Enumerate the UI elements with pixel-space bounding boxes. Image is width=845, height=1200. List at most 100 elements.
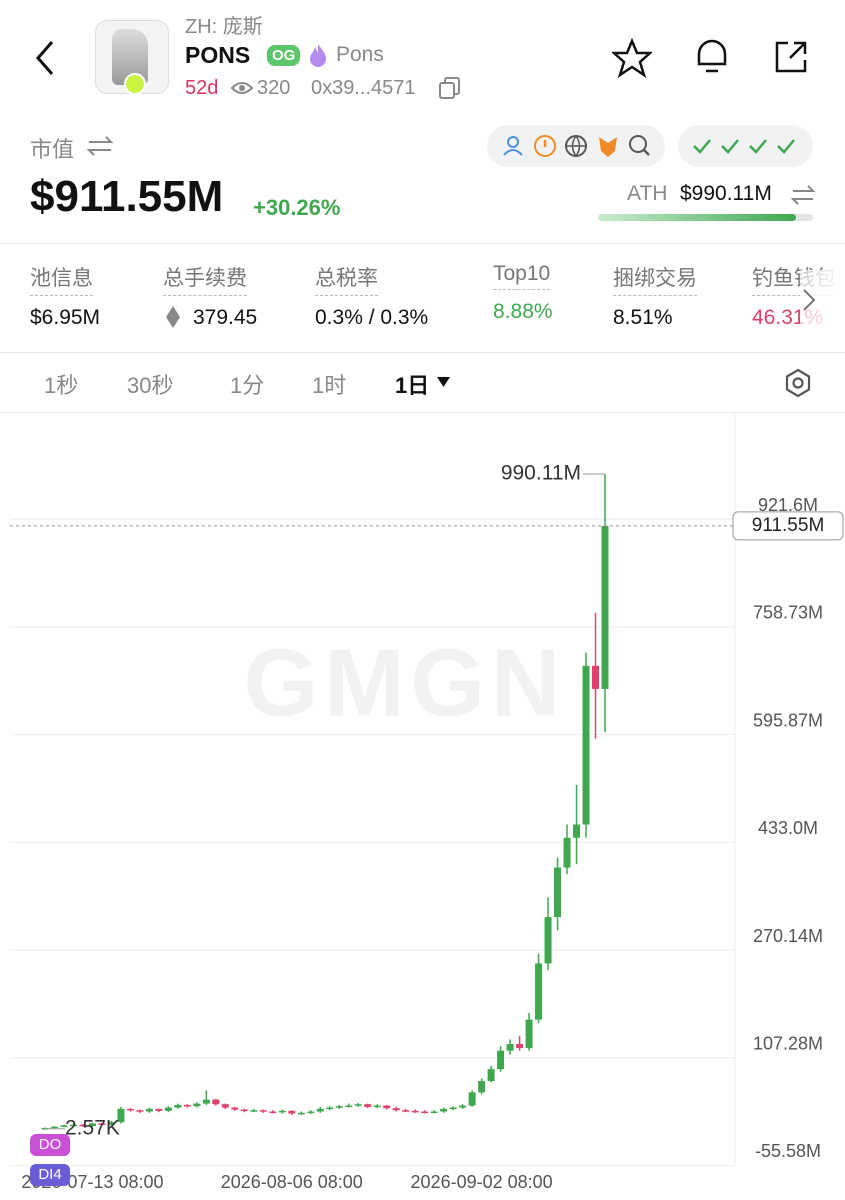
token-logo [95,20,169,95]
stat-value: 379.45 [193,306,258,329]
divider [0,412,845,413]
candle-body [421,1111,429,1114]
candle-body [79,1124,87,1127]
stat-label: 池信息 [30,262,93,296]
eye-icon [230,82,254,94]
candle-body [307,1111,315,1114]
views: 320 [257,77,291,99]
timeframe-tab[interactable]: 1秒 [44,373,79,398]
event-badge-text: DI4 [38,1166,61,1183]
candle-body [544,917,552,964]
swap-icon[interactable] [790,184,816,206]
y-tick-label: 758.73M [753,603,823,623]
candle-body [250,1110,258,1112]
x-tick-label: 2026-08-06 08:00 [221,1172,363,1192]
market-cap-change: +30.26% [253,195,341,220]
event-badge [30,1134,70,1156]
candle-body [430,1111,438,1114]
token-subtitle: ZH: 庞斯 [185,16,263,38]
candle-body [582,665,590,825]
share-button[interactable] [772,38,810,76]
og-badge: OG [267,45,301,66]
token-name: PONS [185,42,251,68]
ath-progress [598,214,813,221]
candle-body [411,1110,419,1113]
flame-icon [310,44,326,67]
swap-icon[interactable] [86,134,114,158]
candle-body [383,1105,391,1109]
address[interactable]: 0x39...4571 [311,77,416,99]
candle-body [69,1124,77,1127]
candle-body [326,1107,334,1110]
candle-body [174,1104,182,1108]
timeframe-tab[interactable]: 1日 [395,373,430,398]
stat-label: 总手续费 [163,262,247,296]
price-box [732,511,844,541]
divider [0,243,845,244]
stat-label: 捆绑交易 [613,262,697,296]
stat[interactable]: 捆绑交易 8.51% [613,262,697,330]
candle-body [183,1104,191,1107]
candle-body [506,1044,514,1051]
candle-body [592,665,600,689]
bell-button[interactable] [693,38,731,78]
candle-body [269,1111,277,1114]
copy-icon[interactable] [438,76,462,100]
watermark: GMGN [244,629,567,736]
y-tick-label: 595.87M [753,710,823,730]
candle-body [459,1105,467,1108]
candle-body [117,1108,125,1123]
stat[interactable]: 总税率 0.3% / 0.3% [315,262,428,330]
event-badge [30,1164,70,1186]
stat[interactable]: 总手续费 379.45 [163,262,257,330]
candle-body [573,824,581,838]
candle-body [145,1108,153,1112]
y-tick-label: 921.6M [758,495,818,515]
min-label: 2.57K [65,1116,120,1139]
settings-button[interactable] [782,367,814,399]
candle-body [136,1110,144,1112]
star-button[interactable] [612,38,652,78]
candle-body [354,1104,362,1106]
candle-body [240,1109,248,1112]
candle-body [345,1105,353,1108]
stat-label: Top10 [493,262,551,290]
candle-body [440,1108,448,1112]
candle-body [278,1110,286,1113]
candle-body [107,1122,115,1125]
candle-body [563,837,571,868]
candle-body [164,1107,172,1111]
scroll-fade [800,270,845,340]
event-badge-text: DO [39,1136,62,1153]
candle-body [288,1110,296,1114]
candle-body [50,1126,58,1129]
stat-value: 8.88% [493,300,553,323]
candle-body [335,1106,343,1108]
stat[interactable]: Top10 8.88% [493,262,553,324]
ath-value: $990.11M [680,182,772,205]
market-cap-label: 市值 [30,137,75,162]
y-tick-label: 107.28M [753,1034,823,1054]
timeframe-tab[interactable]: 1分 [230,373,265,398]
timeframe-tab[interactable]: 1时 [312,373,347,398]
ath-label: ATH [627,182,668,205]
candle-body [316,1108,324,1112]
timeframe-tab[interactable]: 30秒 [127,373,174,398]
candle-body [402,1110,410,1112]
candle-body [155,1108,163,1111]
stat-label: 总税率 [315,262,378,296]
candle-body [202,1099,210,1104]
candle-body [487,1069,495,1082]
candle-body [468,1092,476,1106]
token-age: 52d [185,77,219,99]
candle-body [449,1107,457,1110]
stat[interactable]: 池信息 $6.95M [30,262,100,330]
back-button[interactable] [30,38,62,78]
checks-pill[interactable] [678,125,813,167]
candle-body [535,963,543,1020]
candle-body [259,1110,267,1112]
security-pill[interactable] [487,125,665,167]
candle-body [373,1105,381,1108]
max-label: 990.11M [501,462,581,485]
